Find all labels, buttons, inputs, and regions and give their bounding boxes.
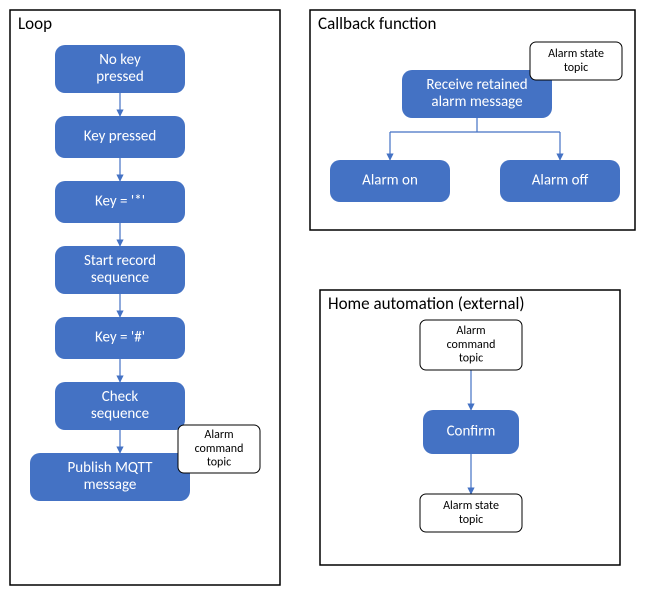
loop-node-label: Check bbox=[102, 388, 139, 406]
callback-node-label: Receive retained bbox=[426, 76, 527, 94]
diagram-canvas: Loop Callback function Home automation (ex… bbox=[0, 0, 650, 600]
home-annotation-label: topic bbox=[459, 352, 483, 366]
callback-annotation-label: Alarm state bbox=[548, 47, 604, 61]
home-annotation-label: Alarm state bbox=[443, 499, 499, 513]
loop-node-label: Key = '#' bbox=[95, 329, 145, 347]
panel-title: Loop bbox=[18, 13, 52, 34]
home-annotation-label: command bbox=[447, 338, 496, 352]
loop-node-label: Start record bbox=[84, 252, 156, 270]
loop-node-label: message bbox=[84, 476, 137, 494]
loop-node-label: pressed bbox=[96, 68, 143, 86]
loop-node-label: No key bbox=[99, 51, 141, 69]
loop-node-label: Publish MQTT bbox=[68, 459, 154, 477]
panel-title: Callback function bbox=[318, 13, 436, 34]
loop-node-label: sequence bbox=[91, 405, 149, 423]
loop-node-label: Key pressed bbox=[84, 128, 157, 146]
callback-node-label: Alarm on bbox=[362, 172, 418, 190]
loop-node-label: Key = '*' bbox=[95, 193, 145, 211]
panel-title: Home automation (external) bbox=[328, 293, 525, 314]
callback-node-label: Alarm off bbox=[532, 172, 589, 190]
loop-annotation-label: topic bbox=[207, 456, 231, 470]
loop-annotation-label: command bbox=[195, 442, 244, 456]
loop-annotation-label: Alarm bbox=[204, 428, 233, 442]
home-node-label: Confirm bbox=[447, 423, 496, 441]
home-annotation-label: Alarm bbox=[456, 324, 485, 338]
callback-annotation-label: topic bbox=[564, 61, 588, 75]
loop-node-label: sequence bbox=[91, 269, 149, 287]
home-annotation-label: topic bbox=[459, 513, 483, 527]
callback-node-label: alarm message bbox=[431, 93, 522, 111]
